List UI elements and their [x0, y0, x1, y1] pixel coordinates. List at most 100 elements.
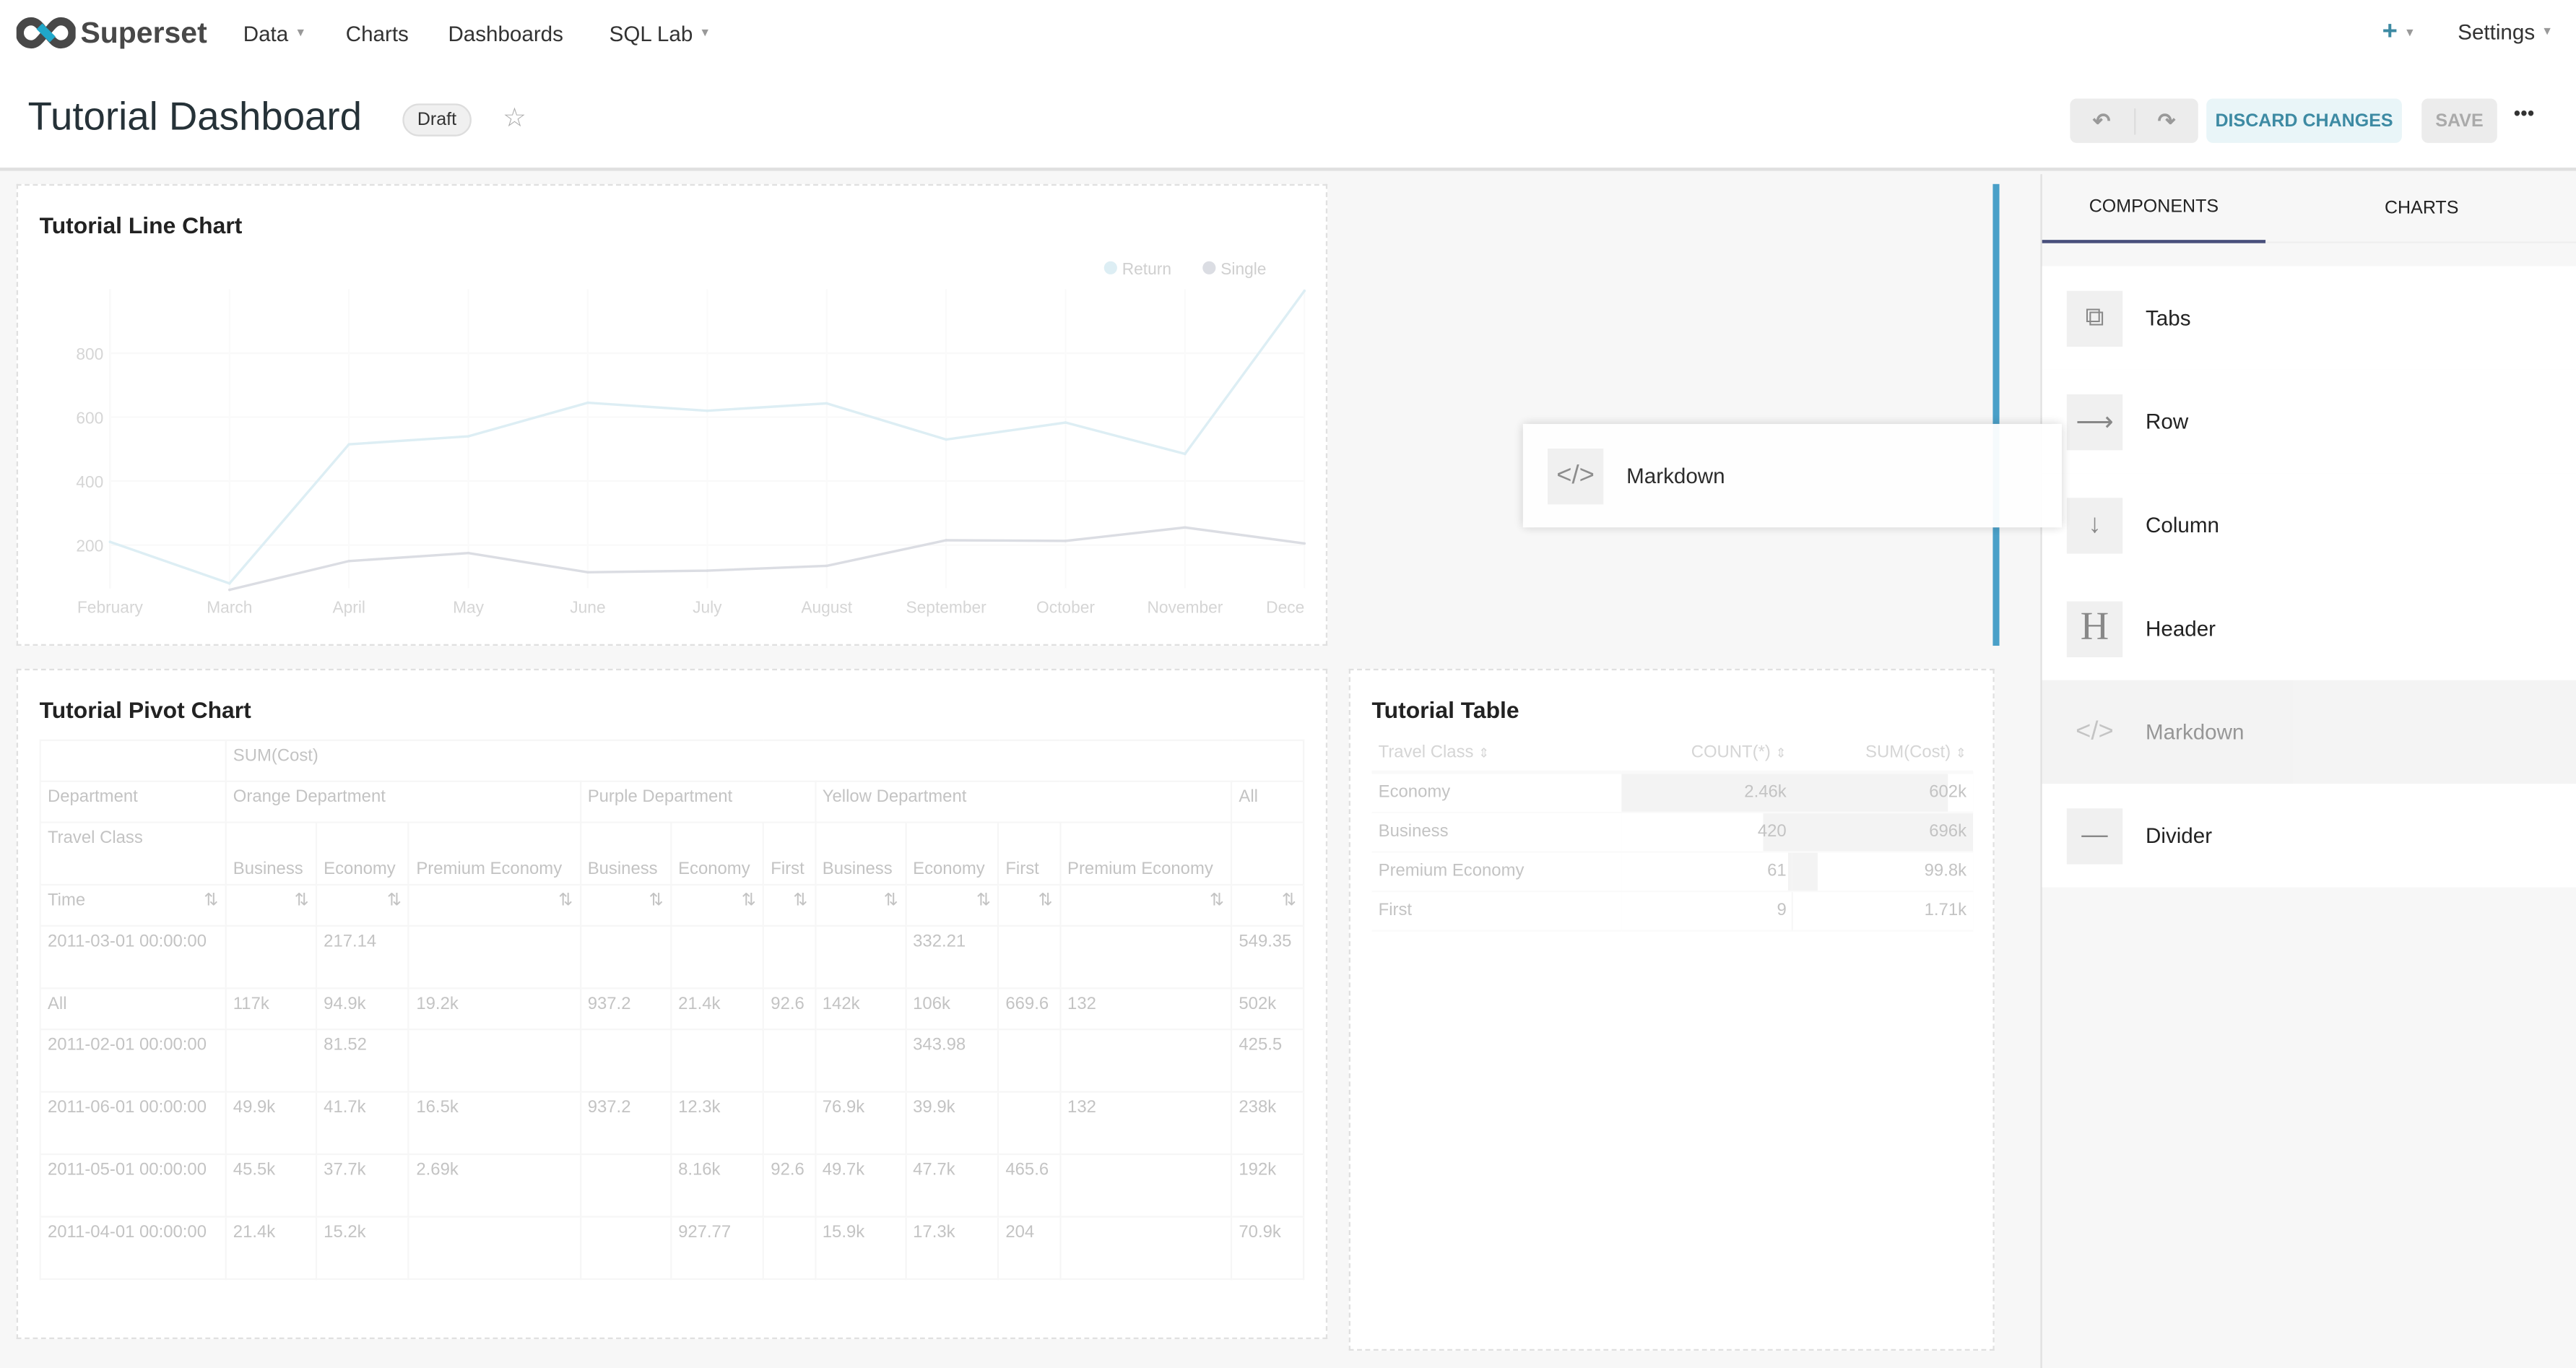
header-icon: H — [2066, 600, 2123, 657]
caret-down-icon: ▼ — [2541, 26, 2554, 38]
pivot-cell: 92.6 — [762, 987, 816, 1031]
component-label: Divider — [2146, 823, 2213, 848]
component-markdown[interactable]: </> Markdown — [2042, 680, 2576, 784]
sort-icon[interactable]: ⇅ — [225, 883, 318, 927]
data-table: Travel Class ⇕ COUNT(*) ⇕ SUM(Cost) ⇕ Econ… — [1371, 733, 1974, 931]
sort-icon[interactable]: ⇅ — [904, 883, 999, 927]
pivot-row-header: 2011-04-01 00:00:00 — [39, 1216, 227, 1281]
component-label: Markdown — [2146, 719, 2245, 745]
legend-label[interactable]: Return — [1122, 259, 1171, 278]
cell-travel-class: First — [1378, 900, 1413, 920]
pivot-time-label[interactable]: Time ⇅ — [39, 883, 227, 927]
pivot-chart-card[interactable]: Tutorial Pivot Chart SUM(Cost) Department… — [16, 668, 1328, 1340]
sort-icon[interactable]: ⇅ — [762, 883, 816, 927]
pivot-class-header: Premium Economy — [1059, 821, 1233, 886]
sort-icon[interactable]: ⇅ — [1059, 883, 1233, 927]
sort-icon[interactable]: ⇅ — [997, 883, 1061, 927]
pivot-cell: 937.2 — [579, 1091, 672, 1156]
legend-marker[interactable] — [1202, 261, 1216, 274]
nav-data[interactable]: Data ▼ — [243, 20, 306, 45]
pivot-class-label: Travel Class — [39, 821, 227, 886]
pivot-cell: 502k — [1231, 987, 1305, 1031]
pivot-cell — [579, 1216, 672, 1281]
nav-sql-lab[interactable]: SQL Lab ▼ — [610, 20, 711, 45]
line-chart-card[interactable]: Tutorial Line Chart 200 400 600 800 February… — [16, 183, 1328, 646]
pivot-cell: 49.9k — [225, 1091, 318, 1156]
data-point — [1184, 452, 1187, 456]
pivot-cell: 15.2k — [315, 1216, 410, 1281]
caret-down-icon: ▼ — [2403, 27, 2416, 39]
pivot-dept-header: Purple Department — [579, 780, 816, 823]
pivot-cell — [407, 1216, 581, 1281]
column-header[interactable]: COUNT(*) ⇕ — [1622, 733, 1793, 773]
data-point — [1064, 540, 1067, 542]
column-header[interactable]: Travel Class ⇕ — [1372, 733, 1623, 773]
x-tick-label: May — [453, 598, 485, 617]
component-column[interactable]: ↓ Column — [2042, 473, 2576, 577]
sort-icon[interactable]: ⇅ — [814, 883, 907, 927]
pivot-cell: 2.69k — [407, 1153, 581, 1218]
sort-icon[interactable]: ⇕ — [1955, 745, 1967, 761]
sort-icon[interactable]: ⇅ — [204, 890, 219, 911]
pivot-cell: 41.7k — [315, 1091, 410, 1156]
draft-badge[interactable]: Draft — [402, 103, 472, 137]
data-point — [227, 581, 231, 585]
code-icon: </> — [1547, 447, 1604, 504]
pivot-cell: 937.2 — [579, 987, 672, 1031]
table-row: 2011-02-01 00:00:00 81.52 343.98 425.5 — [39, 1029, 1305, 1093]
markdown-drag-ghost[interactable]: </> Markdown — [1522, 423, 2062, 528]
caret-down-icon: ▼ — [699, 27, 711, 39]
component-header[interactable]: H Header — [2042, 576, 2576, 680]
pivot-cell — [225, 1029, 318, 1093]
pivot-cell — [762, 1029, 816, 1093]
save-button[interactable]: SAVE — [2421, 98, 2497, 143]
brand-logo[interactable]: Superset — [16, 15, 207, 51]
undo-icon[interactable]: ↶ — [2070, 108, 2135, 134]
table-row: Economy 2.46k 602k — [1371, 772, 1974, 812]
component-divider[interactable]: — Divider — [2042, 784, 2576, 888]
caret-down-icon: ▼ — [295, 27, 307, 39]
nav-charts[interactable]: Charts — [346, 20, 409, 45]
component-label: Column — [2146, 512, 2219, 537]
pivot-cell — [997, 925, 1061, 990]
y-tick-label: 600 — [76, 409, 103, 428]
table-chart-card[interactable]: Tutorial Table Travel Class ⇕ COUNT(*) ⇕ S… — [1348, 668, 1995, 1351]
pivot-cell — [579, 925, 672, 990]
pivot-class-header: Economy — [904, 821, 999, 886]
star-icon[interactable]: ☆ — [503, 105, 526, 134]
time-label: Time — [47, 890, 86, 911]
settings-menu[interactable]: Settings ▼ — [2458, 20, 2553, 44]
sort-icon[interactable]: ⇅ — [315, 883, 410, 927]
pivot-cell — [997, 1029, 1061, 1093]
brand-name: Superset — [80, 15, 207, 49]
new-menu[interactable]: + ▼ — [2382, 18, 2416, 48]
sort-icon[interactable]: ⇅ — [1231, 883, 1305, 927]
nav-dashboards[interactable]: Dashboards — [448, 20, 563, 45]
data-point — [1064, 421, 1067, 424]
tab-charts[interactable]: CHARTS — [2265, 174, 2576, 243]
legend-label[interactable]: Single — [1220, 259, 1266, 278]
divider-icon: — — [2066, 808, 2123, 864]
column-header-label: Travel Class — [1378, 742, 1474, 762]
component-tabs[interactable]: ⧉ Tabs — [2042, 266, 2576, 370]
sort-icon[interactable]: ⇅ — [579, 883, 672, 927]
redo-icon[interactable]: ↷ — [2157, 108, 2176, 133]
pivot-row-header: All — [39, 987, 227, 1031]
component-row[interactable]: ⟶ Row — [2042, 369, 2576, 474]
sort-icon[interactable]: ⇕ — [1775, 745, 1787, 761]
pivot-cell — [579, 1153, 672, 1218]
tab-components[interactable]: COMPONENTS — [2042, 174, 2266, 243]
discard-changes-button[interactable]: DISCARD CHANGES — [2206, 98, 2402, 143]
legend-marker[interactable] — [1103, 261, 1117, 274]
pivot-dept-header: Orange Department — [225, 780, 581, 823]
column-header[interactable]: SUM(Cost) ⇕ — [1793, 733, 1973, 773]
pivot-cell: 106k — [904, 987, 999, 1031]
page-title[interactable]: Tutorial Dashboard — [27, 95, 362, 140]
sort-icon[interactable]: ⇅ — [669, 883, 765, 927]
sort-icon[interactable]: ⇕ — [1478, 745, 1490, 761]
data-point — [825, 564, 828, 568]
more-options-icon[interactable]: ••• — [2513, 102, 2535, 125]
sort-icon[interactable]: ⇅ — [407, 883, 581, 927]
undo-redo-group: ↶ ↷ — [2070, 98, 2198, 143]
nav-data-label: Data — [243, 20, 289, 46]
